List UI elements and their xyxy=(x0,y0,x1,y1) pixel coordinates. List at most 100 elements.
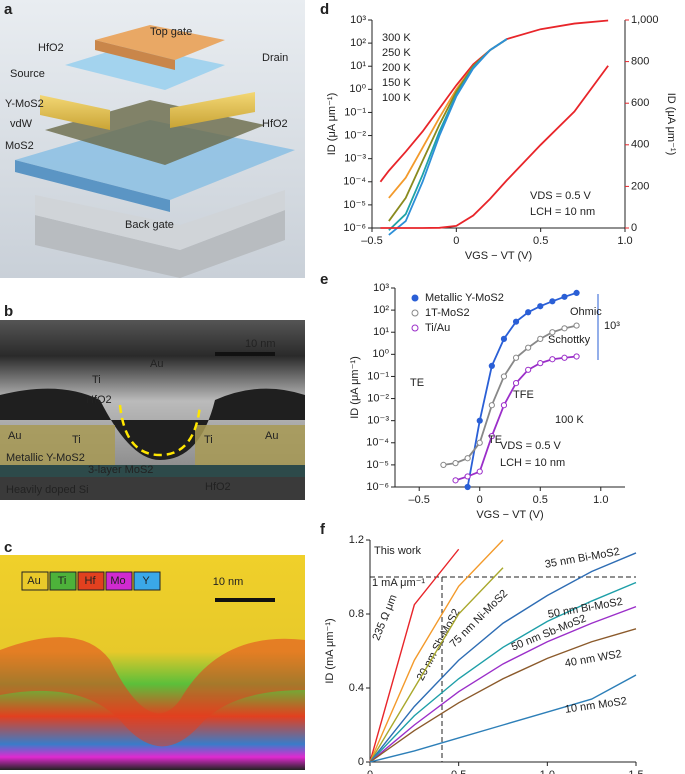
y-tick-label: 10⁻² xyxy=(367,392,389,404)
y-tick-label: 0.4 xyxy=(349,682,364,694)
series-line xyxy=(388,38,508,236)
x-tick-label: –0.5 xyxy=(408,494,429,506)
y-tick-label: 10⁻⁶ xyxy=(366,481,389,493)
legend-label: 100 K xyxy=(382,92,411,104)
y-tick-label: 10⁻⁶ xyxy=(343,222,366,234)
y-tick-label: 10³ xyxy=(373,282,389,294)
y-tick-label: 10³ xyxy=(350,14,366,26)
y-tick-label: 10⁰ xyxy=(372,348,389,360)
legend-marker xyxy=(411,309,419,317)
data-point xyxy=(537,335,544,342)
y-tick-label: 10⁻³ xyxy=(367,415,389,427)
x-tick-label: –0.5 xyxy=(361,235,382,247)
image-label: Au xyxy=(8,430,21,442)
image-label: Drain xyxy=(262,52,288,64)
image-label: HfO2 xyxy=(38,42,64,54)
data-point xyxy=(549,329,556,336)
data-point xyxy=(452,477,459,484)
legend-swatch xyxy=(21,571,49,591)
legend-label: Metallic Y-MoS2 xyxy=(425,292,504,304)
y2-tick-label: 400 xyxy=(631,139,649,151)
data-point xyxy=(476,417,483,424)
data-point xyxy=(525,344,532,351)
series-label: 40 nm WS2 xyxy=(564,648,623,670)
series-label: 50 nm Bi-MoS2 xyxy=(547,596,624,621)
y2-tick-label: 200 xyxy=(631,180,649,192)
image-label: 3-layer MoS2 xyxy=(88,464,153,476)
data-point xyxy=(549,356,556,363)
data-point xyxy=(512,354,520,361)
y-tick-label: 1.2 xyxy=(349,534,364,546)
data-point xyxy=(476,468,483,475)
image-label: Au xyxy=(150,358,163,370)
annotation: LCH = 10 nm xyxy=(500,457,565,469)
image-label: Au xyxy=(27,575,40,587)
data-point xyxy=(464,473,471,480)
image-label: Hf xyxy=(85,575,97,587)
y-axis-label: ID (mA μm⁻¹) xyxy=(324,618,336,683)
legend-swatch xyxy=(105,571,133,591)
legend-marker xyxy=(411,324,419,332)
y-tick-label: 10⁻⁴ xyxy=(366,437,389,449)
data-point xyxy=(464,483,471,491)
series-line xyxy=(369,674,637,763)
image-label: Back gate xyxy=(125,219,174,231)
legend-swatch xyxy=(77,571,105,591)
y2-axis-label: ID (μA μm⁻¹) xyxy=(665,93,677,155)
data-point xyxy=(488,362,495,369)
x-tick-label: 0 xyxy=(477,494,483,506)
image-label: Y-MoS2 xyxy=(5,98,44,110)
data-point xyxy=(525,366,532,373)
y-tick-label: 0.8 xyxy=(349,608,364,620)
data-point xyxy=(561,325,568,332)
legend-label: 1T-MoS2 xyxy=(425,307,470,319)
annotation: TE xyxy=(488,434,502,446)
y-tick-label: 10⁻² xyxy=(344,129,366,141)
data-point xyxy=(440,461,447,468)
y-tick-label: 10⁻¹ xyxy=(367,370,389,382)
data-point xyxy=(573,322,580,329)
annotation: Ohmic xyxy=(570,306,602,318)
x-tick-label: 1.5 xyxy=(628,769,643,774)
series-label: This work xyxy=(374,545,422,557)
device-illustration xyxy=(0,0,305,278)
image-label: Source xyxy=(10,68,45,80)
series-line xyxy=(466,292,577,488)
annotation: 10³ xyxy=(604,320,620,332)
panel-letter: d xyxy=(320,1,329,18)
x-tick-label: 0.5 xyxy=(533,494,548,506)
annotation: 1 mA μm⁻¹ xyxy=(372,577,425,589)
series-line xyxy=(369,552,637,763)
image-label: Ti xyxy=(204,434,213,446)
legend-label: 250 K xyxy=(382,47,411,59)
x-axis-label: VGS − VT (V) xyxy=(476,509,543,521)
y-tick-label: 10⁻⁵ xyxy=(366,459,389,471)
image-label: Ti xyxy=(92,374,101,386)
axis-frame xyxy=(371,20,626,229)
panel-letter: b xyxy=(4,303,13,320)
image-label: Heavily doped Si xyxy=(6,484,89,496)
image-label: 10 nm xyxy=(245,338,276,350)
image-label: vdW xyxy=(10,118,33,130)
y2-tick-label: 0 xyxy=(631,222,637,234)
annotation: 100 K xyxy=(555,414,584,426)
y-tick-label: 10¹ xyxy=(350,60,366,72)
data-point xyxy=(573,289,580,297)
legend-label: 200 K xyxy=(382,62,411,74)
image-label: Au xyxy=(265,430,278,442)
tem-image xyxy=(0,320,305,500)
image-label: Mo xyxy=(110,575,125,587)
y2-tick-label: 800 xyxy=(631,56,649,68)
data-point xyxy=(500,402,508,409)
x-tick-label: 1.0 xyxy=(617,235,632,247)
data-point xyxy=(464,455,471,462)
eds-map xyxy=(0,555,305,770)
legend-label: Ti/Au xyxy=(425,322,450,334)
series-line xyxy=(369,567,504,763)
panel-letter: f xyxy=(320,521,326,538)
legend-label: 300 K xyxy=(382,32,411,44)
y2-tick-label: 600 xyxy=(631,97,649,109)
data-point xyxy=(500,335,508,342)
image-label: Ti xyxy=(58,575,67,587)
